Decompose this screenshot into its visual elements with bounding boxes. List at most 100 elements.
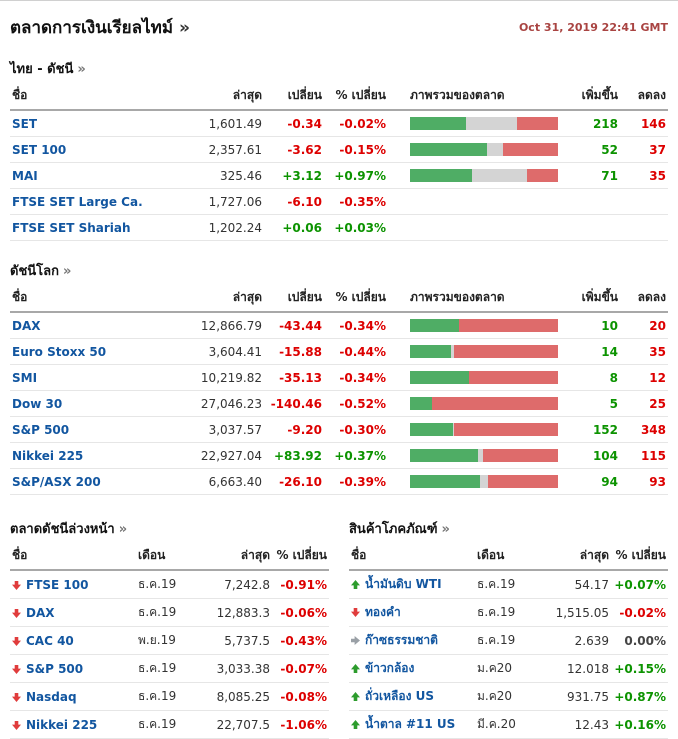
instrument-link-dow-30[interactable]: Dow 30: [12, 396, 63, 411]
page-title-link[interactable]: ตลาดการเงินเรียลไทม์ »: [10, 14, 190, 41]
last-value: 10,219.82: [190, 364, 264, 391]
contract-month: ม.ค20: [475, 654, 537, 683]
instrument-link-s-p-asx-200[interactable]: S&P/ASX 200: [12, 474, 101, 489]
instrument-link-nikkei-225[interactable]: Nikkei 225: [26, 717, 98, 732]
pct-change-value: -0.15%: [324, 136, 388, 163]
instrument-name-cell: SET 100: [10, 136, 190, 163]
contract-month: ธ.ค.19: [475, 570, 537, 599]
instrument-link-ftse-set-shariah[interactable]: FTSE SET Shariah: [12, 220, 131, 235]
section-thai-indices: ไทย - ดัชนี» ชื่อ ล่าสุด เปลี่ยน % เปลี่…: [10, 45, 668, 241]
instrument-link-น้ำตาล-11-us[interactable]: น้ำตาล #11 US: [365, 717, 456, 731]
col-pct-change: % เปลี่ยน: [272, 542, 329, 571]
instrument-link-set-100[interactable]: SET 100: [12, 142, 67, 157]
market-overview-bar: [410, 169, 558, 182]
market-overview-cell: [388, 162, 558, 189]
change-value: +83.92: [264, 442, 324, 469]
commodities-row-ข้าวกล้อง: ข้าวกล้อง ม.ค20 12.018 +0.15%: [349, 654, 668, 683]
pct-change-value: +0.97%: [324, 162, 388, 189]
pct-change-value: -0.07%: [272, 654, 329, 683]
futures-row-nasdaq: Nasdaq ธ.ค.19 8,085.25 -0.08%: [10, 682, 329, 711]
market-overview-cell: [388, 312, 558, 339]
change-value: +0.06: [264, 214, 324, 241]
instrument-link-ข้าวกล้อง[interactable]: ข้าวกล้อง: [365, 661, 415, 675]
instrument-link-s-p-500[interactable]: S&P 500: [26, 661, 84, 676]
commodities-row-ถั่วเหลือง-us: ถั่วเหลือง US ม.ค20 931.75 +0.87%: [349, 682, 668, 711]
instrument-link-nikkei-225[interactable]: Nikkei 225: [12, 448, 84, 463]
pct-change-value: +0.07%: [611, 570, 668, 599]
pct-change-value: -0.30%: [324, 416, 388, 443]
contract-month: มี.ค.20: [475, 710, 537, 739]
instrument-link-dax[interactable]: DAX: [26, 605, 55, 620]
bar-segment-gray: [472, 169, 527, 182]
instrument-name-cell: น้ำตาล #11 US: [349, 710, 475, 739]
instrument-link-น้ำมันดิบ-wti[interactable]: น้ำมันดิบ WTI: [365, 577, 442, 591]
instrument-link-nasdaq[interactable]: Nasdaq: [26, 689, 77, 704]
col-pct-change: % เปลี่ยน: [324, 284, 388, 313]
bar-segment-gray: [486, 143, 504, 156]
instrument-link-cac-40[interactable]: CAC 40: [26, 633, 74, 648]
thai-indices-title-link[interactable]: ไทย - ดัชนี»: [10, 58, 86, 79]
decliners-count: 35: [620, 338, 668, 365]
instrument-name-cell: DAX: [10, 312, 190, 339]
section-index-futures: ตลาดดัชนีล่วงหน้า» ชื่อ เดือน ล่าสุด % เ…: [10, 505, 329, 739]
index-futures-title-link[interactable]: ตลาดดัชนีล่วงหน้า»: [10, 518, 127, 539]
arrow-down-icon: [12, 608, 21, 618]
market-overview-cell: [388, 364, 558, 391]
instrument-name-cell: ข้าวกล้อง: [349, 654, 475, 683]
market-overview-bar: [410, 397, 558, 410]
chevron-right-icon: »: [118, 522, 128, 537]
change-value: -6.10: [264, 188, 324, 215]
advancers-count: [558, 214, 620, 241]
commodities-title-link[interactable]: สินค้าโภคภัณฑ์»: [349, 518, 450, 539]
instrument-link-set[interactable]: SET: [12, 116, 38, 131]
instrument-link-smi[interactable]: SMI: [12, 370, 38, 385]
arrow-down-icon: [351, 608, 360, 617]
market-overview-cell: [388, 214, 558, 241]
instrument-name-cell: MAI: [10, 162, 190, 189]
col-change: เปลี่ยน: [264, 82, 324, 111]
bottom-sections: ตลาดดัชนีล่วงหน้า» ชื่อ เดือน ล่าสุด % เ…: [10, 505, 668, 739]
last-value: 3,037.57: [190, 416, 264, 443]
instrument-link-dax[interactable]: DAX: [12, 318, 41, 333]
contract-month: ธ.ค.19: [475, 598, 537, 627]
col-name: ชื่อ: [10, 542, 136, 571]
futures-row-dax: DAX ธ.ค.19 12,883.3 -0.06%: [10, 598, 329, 627]
col-decliners: ลดลง: [620, 82, 668, 111]
bar-segment-green: [410, 345, 452, 358]
col-advancers: เพิ่มขึ้น: [558, 82, 620, 111]
bar-segment-green: [410, 423, 453, 436]
arrow-up-icon: [351, 580, 360, 589]
instrument-link-ก๊าซธรรมชาติ[interactable]: ก๊าซธรรมชาติ: [365, 633, 438, 647]
pct-change-value: -0.02%: [611, 598, 668, 627]
change-value: -3.62: [264, 136, 324, 163]
contract-month: ธ.ค.19: [136, 682, 198, 711]
instrument-link-ftse-set-large-ca[interactable]: FTSE SET Large Ca.: [12, 194, 143, 209]
advancers-count: 10: [558, 312, 620, 339]
instrument-link-mai[interactable]: MAI: [12, 168, 38, 183]
instrument-link-euro-stoxx-50[interactable]: Euro Stoxx 50: [12, 344, 107, 359]
commodities-row-ทองคำ: ทองคำ ธ.ค.19 1,515.05 -0.02%: [349, 598, 668, 627]
change-value: -15.88: [264, 338, 324, 365]
last-value: 1,515.05: [537, 598, 611, 627]
last-value: 12.43: [537, 710, 611, 739]
change-value: -0.34: [264, 110, 324, 137]
index-futures-table: ชื่อ เดือน ล่าสุด % เปลี่ยน FTSE 100 ธ.ค.…: [10, 542, 329, 739]
instrument-link-ถั่วเหลือง-us[interactable]: ถั่วเหลือง US: [365, 689, 434, 703]
instrument-link-s-p-500[interactable]: S&P 500: [12, 422, 70, 437]
instrument-link-ทองคำ[interactable]: ทองคำ: [365, 605, 401, 619]
advancers-count: 218: [558, 110, 620, 137]
index-row-mai: MAI 325.46 +3.12 +0.97% 71 35: [10, 162, 668, 189]
change-value: -35.13: [264, 364, 324, 391]
market-overview-bar: [410, 345, 558, 358]
instrument-link-ftse-100[interactable]: FTSE 100: [26, 577, 89, 592]
arrow-up-icon: [351, 692, 360, 701]
arrow-up-icon: [351, 664, 360, 673]
world-indices-title-link[interactable]: ดัชนีโลก»: [10, 260, 71, 281]
pct-change-value: -0.52%: [324, 390, 388, 417]
instrument-name-cell: FTSE 100: [10, 570, 136, 599]
contract-month: ธ.ค.19: [136, 710, 198, 739]
market-overview-cell: [388, 442, 558, 469]
bar-segment-red: [526, 169, 558, 182]
col-name: ชื่อ: [10, 82, 190, 111]
